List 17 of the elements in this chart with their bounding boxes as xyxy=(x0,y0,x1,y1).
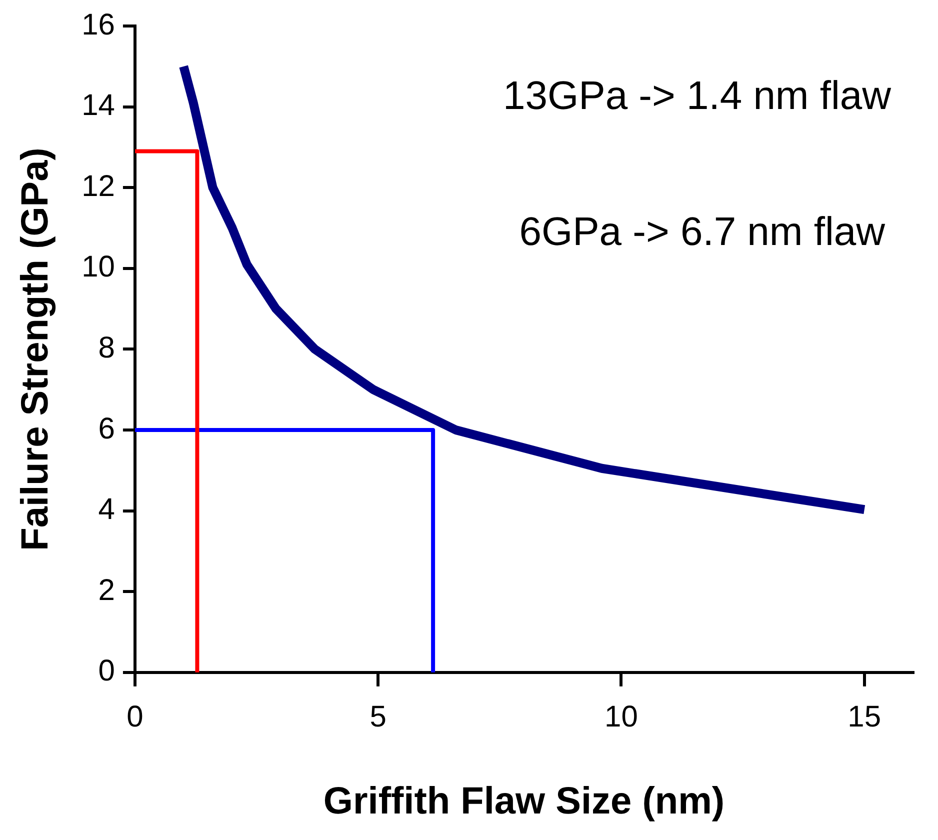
y-tick-label: 14 xyxy=(82,89,115,122)
annotation: 13GPa -> 1.4 nm flaw xyxy=(503,74,892,118)
x-tick-label: 0 xyxy=(126,700,144,734)
y-tick-label: 8 xyxy=(98,331,115,364)
y-tick-label: 16 xyxy=(82,8,115,42)
y-tick-label: 2 xyxy=(98,574,115,607)
x-axis-title: Griffith Flaw Size (nm) xyxy=(323,780,725,823)
x-tick-label: 5 xyxy=(370,700,386,734)
y-tick-label: 6 xyxy=(98,412,115,446)
y-tick-label: 12 xyxy=(82,170,115,203)
y-axis-title: Failure Strength (GPa) xyxy=(14,148,56,551)
y-tick-label: 4 xyxy=(98,493,115,526)
y-tick-label: 10 xyxy=(82,250,115,284)
y-tick-label: 0 xyxy=(98,654,115,688)
x-tick-label: 15 xyxy=(848,700,882,734)
x-tick-label: 10 xyxy=(604,700,638,734)
annotation: 6GPa -> 6.7 nm flaw xyxy=(519,210,886,254)
